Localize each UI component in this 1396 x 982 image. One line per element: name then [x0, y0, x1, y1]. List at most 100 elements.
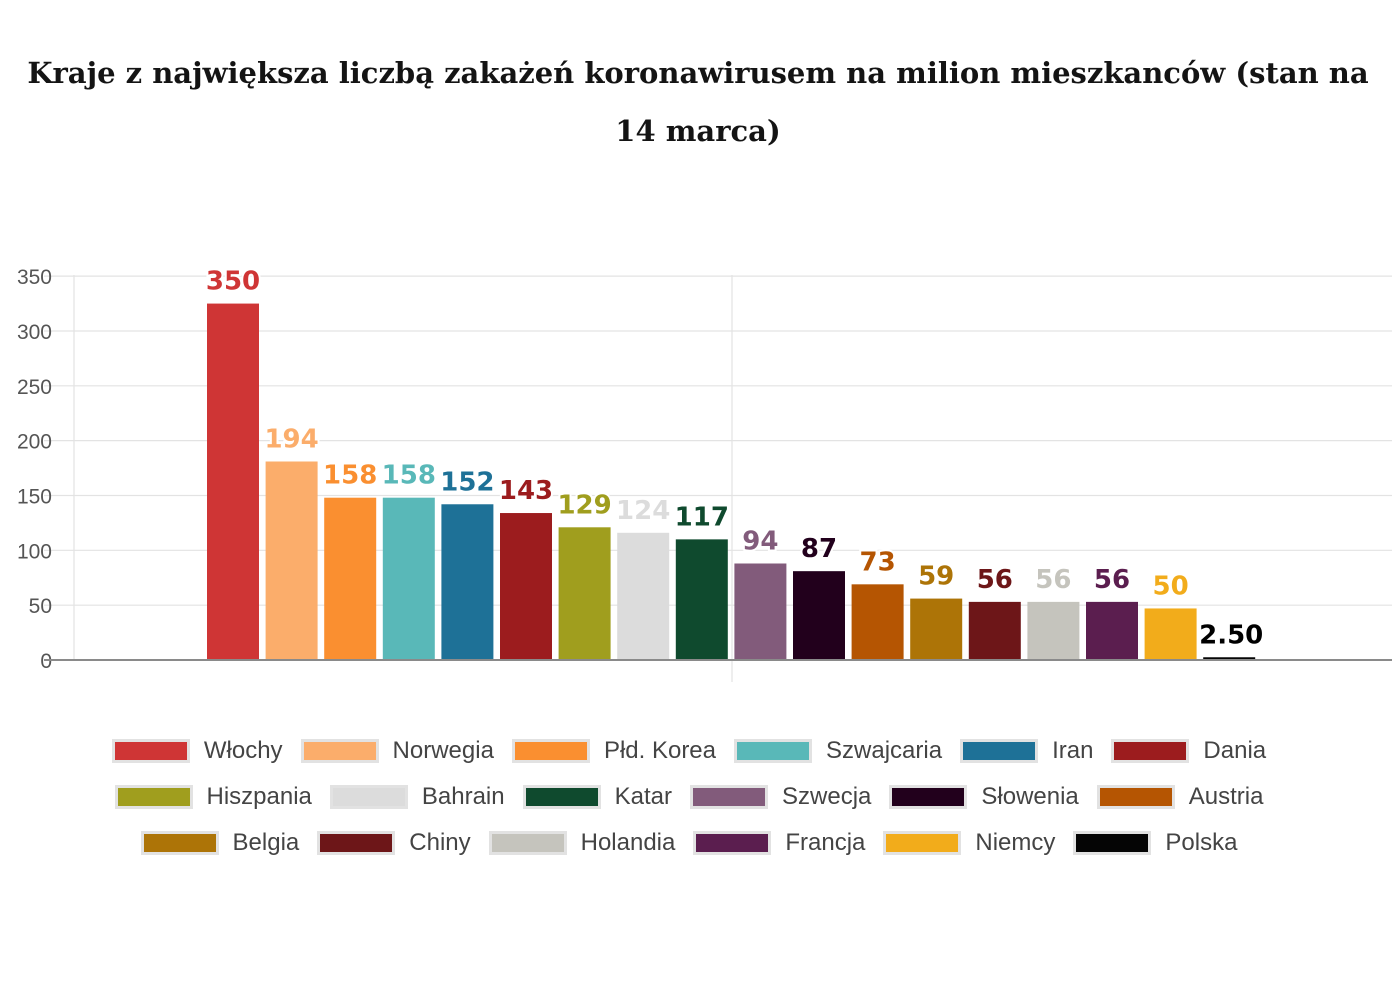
bar-value-label: 158 — [382, 461, 436, 491]
legend-item[interactable]: Katar — [522, 783, 690, 811]
legend-swatch — [488, 831, 567, 855]
y-tick-label: 100 — [17, 540, 52, 563]
bar-8 — [675, 539, 728, 660]
legend-label: Norwegia — [392, 737, 494, 764]
legend-item[interactable]: Bahrain — [329, 783, 523, 811]
legend-item[interactable]: Dania — [1111, 737, 1284, 765]
bar-12 — [910, 598, 963, 660]
bar-5 — [500, 513, 552, 660]
bar-value-label: 59 — [918, 562, 954, 592]
bar-value-label: 50 — [1153, 571, 1189, 601]
bar-11 — [851, 584, 904, 660]
bar-7 — [617, 532, 670, 660]
legend-label: Szwecja — [782, 783, 872, 810]
bar-value-label: 143 — [499, 476, 553, 506]
bar-9 — [734, 563, 787, 660]
legend-item[interactable]: Iran — [960, 737, 1111, 765]
bar-value-label: 194 — [264, 424, 318, 454]
legend-label: Szwajcaria — [826, 737, 943, 764]
bar-13 — [968, 601, 1021, 660]
bar-15 — [1086, 601, 1138, 660]
legend-item[interactable]: Hiszpania — [114, 783, 330, 811]
legend-swatch — [111, 739, 190, 763]
legend-label: Iran — [1052, 737, 1094, 764]
legend-row: Belgia Chiny Holandia Francja Niemcy Polska — [0, 820, 1396, 866]
bar-value-label: 129 — [557, 490, 611, 520]
bar-value-label: 56 — [1035, 565, 1071, 595]
legend-swatch — [300, 739, 379, 763]
bar-4 — [441, 504, 494, 660]
legend-item[interactable]: Francja — [693, 829, 883, 857]
legend-label: Niemcy — [975, 829, 1056, 856]
legend-swatch — [1096, 785, 1175, 809]
y-tick-label: 50 — [29, 595, 52, 618]
bar-value-label: 124 — [616, 496, 670, 526]
legend-item[interactable]: Włochy — [111, 737, 301, 765]
bar-3 — [382, 497, 435, 660]
legend-swatch — [1073, 831, 1152, 855]
legend-label: Hiszpania — [206, 783, 312, 810]
y-tick-label: 300 — [17, 321, 52, 344]
bar-0 — [207, 303, 259, 660]
legend-item[interactable]: Słowenia — [889, 783, 1096, 811]
bar-value-label: 152 — [440, 467, 494, 497]
legend-label: Katar — [614, 783, 672, 810]
legend-label: Dania — [1203, 737, 1267, 764]
legend-swatch — [1111, 739, 1190, 763]
bar-value-label: 94 — [742, 526, 778, 556]
legend-swatch — [889, 785, 968, 809]
legend-swatch — [693, 831, 772, 855]
legend-item[interactable]: Holandia — [488, 829, 694, 857]
y-tick-label: 0 — [40, 650, 52, 673]
legend-swatch — [317, 831, 396, 855]
legend-swatch — [522, 785, 601, 809]
chart-legend: Włochy Norwegia Płd. Korea Szwajcaria Iran Da… — [0, 728, 1396, 866]
legend-label: Holandia — [580, 829, 676, 856]
bar-value-label: 73 — [860, 547, 896, 577]
y-tick-label: 350 — [17, 266, 52, 289]
legend-label: Belgia — [232, 829, 300, 856]
legend-item[interactable]: Austria — [1096, 783, 1282, 811]
bar-1 — [265, 461, 318, 660]
legend-item[interactable]: Polska — [1073, 829, 1255, 857]
legend-label: Francja — [785, 829, 866, 856]
legend-swatch — [114, 785, 193, 809]
bar-6 — [558, 527, 611, 660]
legend-item[interactable]: Chiny — [317, 829, 488, 857]
legend-label: Chiny — [409, 829, 471, 856]
legend-item[interactable]: Szwajcaria — [734, 737, 960, 765]
legend-swatch — [140, 831, 219, 855]
legend-item[interactable]: Płd. Korea — [511, 737, 734, 765]
legend-swatch — [690, 785, 768, 809]
legend-item[interactable]: Belgia — [140, 829, 318, 857]
legend-label: Austria — [1188, 783, 1264, 810]
legend-swatch — [883, 831, 962, 855]
legend-item[interactable]: Norwegia — [300, 737, 512, 765]
y-tick-label: 200 — [17, 431, 52, 454]
legend-label: Włochy — [203, 737, 283, 764]
bar-17 — [1203, 657, 1256, 660]
legend-swatch — [511, 739, 590, 763]
legend-row: Włochy Norwegia Płd. Korea Szwajcaria Iran Da… — [0, 728, 1396, 774]
bar-14 — [1027, 601, 1080, 660]
chart-title-line-1: Kraje z największa liczbą zakażeń korona… — [27, 56, 1369, 90]
legend-label: Słowenia — [981, 783, 1079, 810]
y-tick-label: 150 — [17, 485, 52, 508]
bar-16 — [1144, 608, 1197, 660]
y-tick-label: 250 — [17, 376, 52, 399]
legend-label: Polska — [1165, 829, 1238, 856]
legend-swatch — [734, 739, 813, 763]
legend-swatch — [329, 785, 408, 809]
legend-label: Bahrain — [421, 783, 505, 810]
bar-value-label: 56 — [1094, 565, 1130, 595]
legend-item[interactable]: Szwecja — [690, 783, 889, 811]
chart-title-line-2: 14 marca) — [615, 114, 781, 148]
legend-item[interactable]: Niemcy — [883, 829, 1073, 857]
legend-swatch — [960, 739, 1039, 763]
legend-label: Płd. Korea — [603, 737, 717, 764]
legend-row: Hiszpania Bahrain Katar Szwecja Słowenia Aust… — [0, 774, 1396, 820]
bar-value-label: 350 — [206, 267, 260, 297]
bar-10 — [793, 571, 845, 660]
bar-2 — [324, 497, 377, 660]
